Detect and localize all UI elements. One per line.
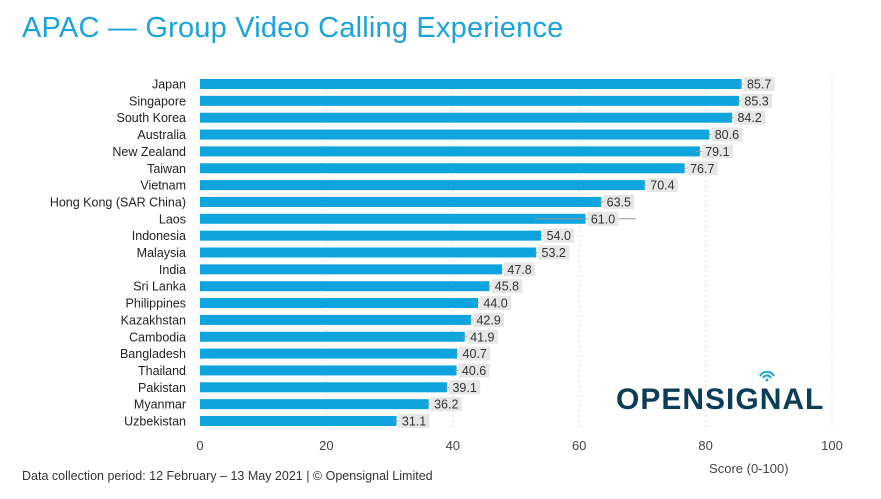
value-label: 84.2	[737, 111, 761, 125]
bar	[200, 146, 700, 157]
value-label-bg	[458, 363, 490, 378]
bar	[200, 230, 542, 241]
category-label: Laos	[159, 212, 186, 226]
value-label-bg	[491, 279, 523, 294]
bar	[200, 213, 586, 224]
bar	[200, 298, 479, 309]
value-label-bg	[480, 296, 512, 311]
value-label: 54.0	[547, 229, 571, 243]
value-label: 70.4	[650, 179, 674, 193]
chart-title: APAC — Group Video Calling Experience	[22, 12, 564, 44]
bar	[200, 331, 465, 342]
category-label: Hong Kong (SAR China)	[50, 195, 186, 209]
bar	[200, 163, 685, 174]
category-label: Bangladesh	[120, 347, 186, 361]
value-label-bg	[538, 245, 570, 260]
category-label: Indonesia	[132, 229, 186, 243]
category-label: Thailand	[138, 364, 186, 378]
opensignal-logo: OPENSIGNAL	[616, 383, 825, 416]
bar	[200, 247, 537, 258]
value-label: 47.8	[507, 263, 531, 277]
value-label: 45.8	[495, 280, 519, 294]
value-label: 41.9	[470, 330, 494, 344]
x-tick-label: 0	[196, 438, 203, 453]
value-label-bg	[741, 93, 773, 108]
category-label: South Korea	[117, 111, 187, 125]
value-label: 85.7	[747, 78, 771, 92]
bar	[200, 382, 448, 393]
value-label-bg	[504, 262, 536, 277]
footer-note: Data collection period: 12 February – 13…	[22, 469, 433, 483]
value-label-bg	[473, 312, 505, 327]
x-tick-label: 40	[446, 438, 460, 453]
value-label: 79.1	[705, 145, 729, 159]
value-label: 40.6	[462, 364, 486, 378]
bar	[200, 348, 458, 359]
category-label: Sri Lanka	[133, 280, 186, 294]
value-label: 53.2	[542, 246, 566, 260]
category-label: Taiwan	[147, 162, 186, 176]
category-label: Japan	[152, 78, 186, 92]
value-label-bg	[449, 380, 481, 395]
value-label: 40.7	[463, 347, 487, 361]
value-label-bg	[430, 397, 462, 412]
category-label: Singapore	[129, 94, 186, 108]
bar	[200, 79, 742, 89]
bar	[200, 416, 397, 426]
value-label: 31.1	[402, 415, 426, 429]
category-label: Malaysia	[137, 246, 186, 260]
value-label-bg	[711, 127, 743, 142]
bar	[200, 399, 429, 410]
category-label: India	[159, 263, 186, 277]
category-label: Vietnam	[140, 179, 186, 193]
value-label: 44.0	[483, 297, 507, 311]
x-tick-label: 100	[821, 438, 843, 453]
signal-icon	[759, 370, 775, 382]
value-label-bg	[646, 178, 678, 193]
x-tick-label: 20	[319, 438, 333, 453]
bar	[200, 180, 645, 191]
value-label: 42.9	[476, 313, 500, 327]
value-label: 85.3	[744, 94, 768, 108]
category-label: Kazakhstan	[121, 313, 186, 327]
bar	[200, 112, 733, 123]
category-label: Myanmar	[134, 398, 186, 412]
value-label: 76.7	[690, 162, 714, 176]
value-label-bg	[701, 144, 733, 159]
value-label: 36.2	[434, 398, 458, 412]
value-label-bg	[587, 211, 619, 226]
value-label-bg	[466, 329, 498, 344]
bar	[200, 314, 472, 325]
x-tick-label: 80	[698, 438, 712, 453]
category-label: Uzbekistan	[124, 415, 186, 429]
category-label: Philippines	[126, 297, 186, 311]
category-label: Pakistan	[138, 381, 186, 395]
bar	[200, 281, 490, 292]
x-tick-label: 60	[572, 438, 586, 453]
value-label: 39.1	[452, 381, 476, 395]
value-label: 61.0	[591, 212, 615, 226]
value-label-bg	[686, 161, 718, 176]
bar	[200, 365, 457, 376]
category-label: Cambodia	[129, 330, 186, 344]
value-label-bg	[459, 346, 491, 361]
value-label: 80.6	[715, 128, 739, 142]
bar	[200, 95, 740, 106]
value-label-bg	[734, 110, 766, 125]
category-label: New Zealand	[112, 145, 186, 159]
bar	[200, 196, 602, 207]
value-label-bg	[543, 228, 575, 243]
bar	[200, 264, 503, 275]
x-axis-label: Score (0-100)	[709, 461, 788, 476]
value-label: 63.5	[607, 195, 631, 209]
bar	[200, 129, 710, 140]
value-label-bg	[398, 414, 430, 428]
value-label-bg	[743, 77, 775, 91]
value-label-bg	[603, 194, 635, 209]
category-label: Australia	[137, 128, 186, 142]
